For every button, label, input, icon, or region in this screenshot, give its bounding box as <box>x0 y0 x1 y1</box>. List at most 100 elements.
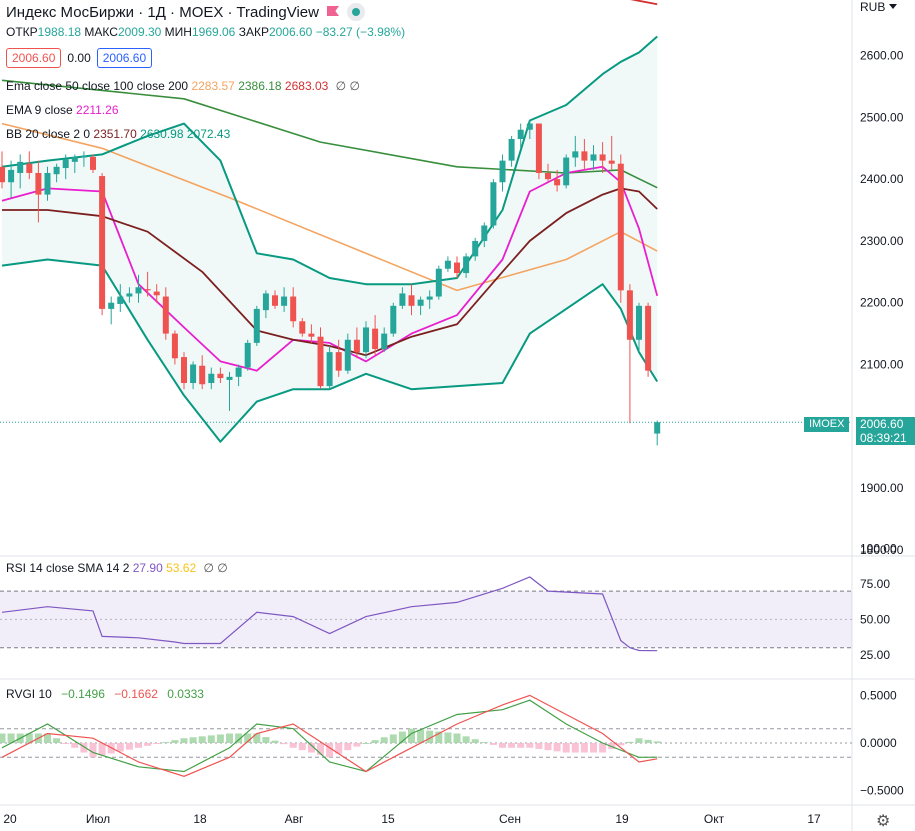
title-text: Индекс МосБиржи · 1Д · MOEX · TradingVie… <box>6 4 319 21</box>
candle <box>326 345 333 390</box>
time-axis-tick: 18 <box>193 812 207 826</box>
candle <box>8 160 15 198</box>
candle-body <box>481 225 488 241</box>
candle-body <box>335 352 342 371</box>
chart-title: Индекс МосБиржи · 1Д · MOEX · TradingVie… <box>6 3 365 21</box>
candle <box>171 330 178 365</box>
rsi-axis-tick: 50.00 <box>860 612 890 626</box>
rsi-legend[interactable]: RSI 14 close SMA 14 2 27.90 53.62 ∅ ∅ <box>6 561 228 575</box>
candle-body <box>617 163 624 291</box>
candle <box>408 284 415 316</box>
last-price-value: 2006.60 <box>860 417 904 431</box>
bb-lower-value: 2072.43 <box>186 127 231 141</box>
candle-body <box>99 176 106 309</box>
rvgi-hist-bar <box>453 733 461 743</box>
gear-icon[interactable]: ⚙ <box>876 813 891 830</box>
candle <box>454 256 460 278</box>
rvgi-hist-bar <box>335 743 343 754</box>
candle-body <box>426 296 433 300</box>
price-axis-tick: 2400.00 <box>860 172 904 186</box>
candle <box>490 179 497 229</box>
candle <box>144 271 151 297</box>
candle-body <box>353 339 360 353</box>
candle-body <box>80 155 87 158</box>
ema9-value: 2211.26 <box>76 103 119 117</box>
candle-body <box>326 352 333 387</box>
candle <box>162 287 169 340</box>
market-status-icon[interactable] <box>346 3 365 21</box>
rvgi-hist-bar <box>635 738 643 743</box>
rvgi-axis-tick: −0.5000 <box>860 784 904 798</box>
rvgi-hist-bar <box>25 733 33 743</box>
candle-body <box>526 123 533 130</box>
rvgi-signal-line <box>1 694 658 777</box>
candle <box>435 265 442 300</box>
price-axis-tick: 2500.00 <box>860 110 904 124</box>
candle <box>390 302 397 337</box>
ema200-value: 2683.03 <box>284 79 329 93</box>
rvgi-hist-bar <box>125 743 133 750</box>
rvgi-line <box>1 699 658 773</box>
flag-icon[interactable] <box>326 6 339 16</box>
rvgi-hist-bar <box>644 739 652 743</box>
rvgi-hist-bar <box>235 733 243 743</box>
candle-body <box>572 151 579 158</box>
candle-body <box>645 305 652 371</box>
candle <box>581 139 588 170</box>
candle <box>645 302 652 377</box>
currency-selector[interactable]: RUB <box>860 0 897 14</box>
candle-body <box>463 256 470 274</box>
candle-body <box>654 422 661 434</box>
quote-boxes: 2006.60 0.00 2006.60 <box>6 48 153 68</box>
candle-body <box>253 308 260 343</box>
buy-price-button[interactable]: 2006.60 <box>96 48 153 68</box>
rvgi-hist-bar <box>508 743 516 748</box>
rvgi-hist-bar <box>216 734 224 743</box>
time-axis-tick: Авг <box>285 812 304 826</box>
candle <box>526 120 533 139</box>
rvgi-hist-bar <box>317 743 324 755</box>
candle <box>353 327 360 359</box>
rvgi-hist-bar <box>389 734 397 743</box>
candle <box>299 318 306 337</box>
candle-body <box>71 157 78 162</box>
rvgi-legend[interactable]: RVGI 10 −0.1496 −0.1662 0.0333 <box>6 687 204 701</box>
candle-body <box>144 289 151 291</box>
bb-band-fill <box>2 36 658 442</box>
candle-body <box>435 268 442 297</box>
rvgi-hist-bar <box>0 733 6 743</box>
sell-price-button[interactable]: 2006.60 <box>6 48 62 68</box>
ema-legend[interactable]: Ema close 50 close 100 close 200 2283.57… <box>6 79 360 93</box>
candle-body <box>190 364 197 384</box>
candle-body <box>399 293 406 306</box>
candle-body <box>126 293 133 297</box>
rvgi-hist-bar <box>571 743 579 753</box>
rvgi-hist-bar <box>280 743 288 745</box>
candle-body <box>381 333 388 350</box>
candle <box>53 163 60 183</box>
rvgi-hist-bar <box>207 735 215 743</box>
candle <box>463 253 470 278</box>
rvgi-hist-bar <box>544 743 552 751</box>
rvgi-hist-value: 0.0333 <box>167 687 204 701</box>
rvgi-hist-bar <box>262 737 270 743</box>
candle-body <box>171 333 178 359</box>
time-axis-tick: 17 <box>807 812 821 826</box>
candle <box>26 151 33 180</box>
candle-body <box>162 296 169 334</box>
symbol-tag: IMOEX <box>804 417 850 432</box>
candle <box>181 352 187 390</box>
ema9-legend[interactable]: EMA 9 close 2211.26 <box>6 103 119 117</box>
candle-body <box>454 262 460 274</box>
rvgi-hist-bar <box>444 732 452 743</box>
candle <box>71 154 78 173</box>
rvgi-hist-bar <box>144 743 152 746</box>
bb-basis-value: 2351.70 <box>93 127 137 141</box>
time-axis-tick: 20 <box>3 812 17 826</box>
candle <box>17 154 24 189</box>
rvgi-hist-bar <box>408 728 415 743</box>
candle-body <box>26 163 33 173</box>
candle-body <box>545 172 551 180</box>
bb-legend[interactable]: BB 20 close 2 0 2351.70 2630.98 2072.43 <box>6 127 230 141</box>
